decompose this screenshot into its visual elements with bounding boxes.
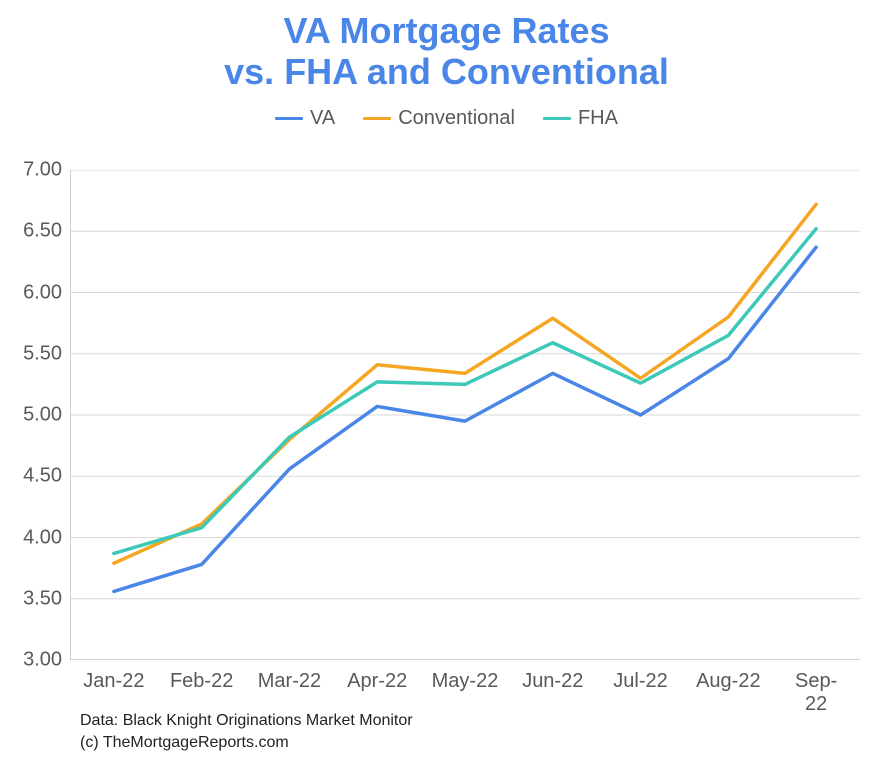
x-tick-label: Feb-22	[170, 670, 233, 693]
x-tick-label: Apr-22	[347, 670, 407, 693]
series-line	[114, 247, 816, 591]
x-tick-label: Jan-22	[83, 670, 144, 693]
chart-title: VA Mortgage Rates vs. FHA and Convention…	[0, 0, 893, 93]
chart-plot-area: 3.003.504.004.505.005.506.006.507.00Jan-…	[70, 170, 860, 660]
legend-item: FHA	[543, 107, 618, 130]
y-tick-label: 4.00	[12, 526, 62, 549]
footer-copyright: (c) TheMortgageReports.com	[80, 732, 413, 754]
chart-svg	[70, 170, 860, 660]
x-tick-label: Mar-22	[258, 670, 321, 693]
footer-source: Data: Black Knight Originations Market M…	[80, 710, 413, 732]
y-tick-label: 7.00	[12, 159, 62, 182]
y-tick-label: 6.00	[12, 281, 62, 304]
legend-label: FHA	[578, 107, 618, 130]
y-tick-label: 3.50	[12, 587, 62, 610]
y-tick-label: 5.50	[12, 342, 62, 365]
chart-footer: Data: Black Knight Originations Market M…	[80, 710, 413, 753]
y-tick-label: 3.00	[12, 649, 62, 672]
legend-item: VA	[275, 107, 335, 130]
y-tick-label: 5.00	[12, 404, 62, 427]
x-tick-label: Aug-22	[696, 670, 761, 693]
x-tick-label: May-22	[432, 670, 499, 693]
x-tick-label: Jun-22	[522, 670, 583, 693]
chart-legend: VA Conventional FHA	[0, 107, 893, 130]
legend-swatch	[275, 117, 303, 121]
chart-container: VA Mortgage Rates vs. FHA and Convention…	[0, 0, 893, 771]
legend-swatch	[543, 117, 571, 121]
chart-title-line2: vs. FHA and Conventional	[0, 51, 893, 92]
legend-item: Conventional	[363, 107, 515, 130]
x-tick-label: Jul-22	[613, 670, 667, 693]
legend-label: Conventional	[398, 107, 515, 130]
chart-title-line1: VA Mortgage Rates	[0, 10, 893, 51]
y-tick-label: 6.50	[12, 220, 62, 243]
x-tick-label: Sep-22	[794, 670, 838, 716]
y-tick-label: 4.50	[12, 465, 62, 488]
legend-swatch	[363, 117, 391, 121]
legend-label: VA	[310, 107, 335, 130]
